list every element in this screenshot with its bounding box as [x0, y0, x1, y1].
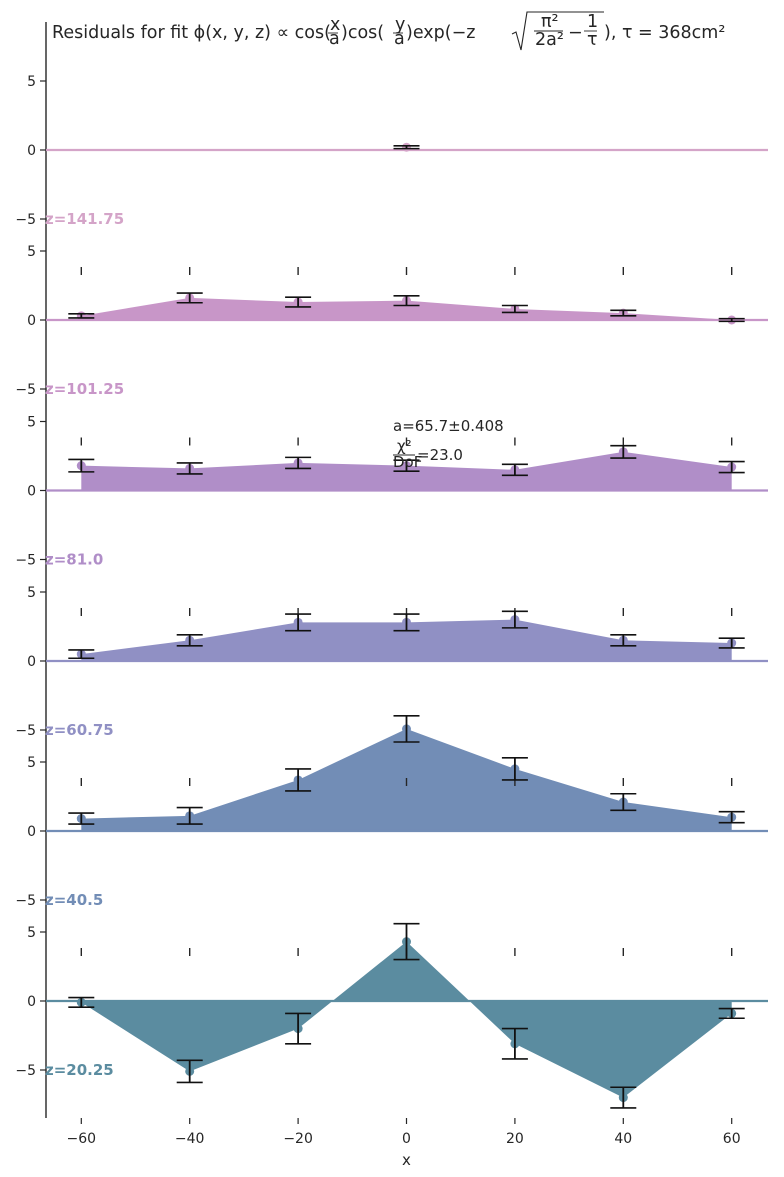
panel-label: z=81.0 — [45, 551, 103, 569]
x-tick-label: 20 — [506, 1131, 524, 1147]
panel-label: z=40.5 — [45, 891, 103, 909]
y-tick-label: 0 — [27, 994, 36, 1010]
y-tick-label: 0 — [27, 313, 36, 329]
title-exp: )exp(−z — [406, 23, 475, 43]
title-pi2: π² — [541, 12, 559, 32]
x-tick-label: −40 — [175, 1131, 205, 1147]
x-tick-label: −60 — [67, 1131, 97, 1147]
chi-squared-numerator: χ² — [397, 437, 412, 455]
title-tau: τ — [587, 30, 598, 50]
y-tick-label: 5 — [27, 74, 36, 90]
x-tick-label: 60 — [723, 1131, 741, 1147]
y-tick-label: 5 — [27, 415, 36, 431]
title-frac-y-num: y — [395, 15, 405, 35]
y-tick-label: 0 — [27, 143, 36, 159]
chi-squared-denominator: DoF — [393, 453, 422, 471]
title-two-a2: 2a² — [535, 30, 564, 50]
y-tick-label: −5 — [15, 382, 36, 398]
y-tick-label: −5 — [15, 893, 36, 909]
title-frac-x-den: a — [329, 29, 340, 49]
y-tick-label: −5 — [15, 553, 36, 569]
residual-area — [81, 619, 732, 661]
title-one: 1 — [587, 12, 598, 32]
chart-title-lead: Residuals for fit ϕ(x, y, z) ∝ cos( — [52, 23, 331, 43]
x-axis-label: x — [402, 1151, 411, 1169]
chart-title-tail: ), τ = 368cm² — [604, 23, 725, 43]
title-sqrt-sign — [511, 11, 604, 51]
x-tick-label: 0 — [402, 1131, 411, 1147]
title-minus: − — [568, 23, 583, 43]
chi-squared-value: =23.0 — [417, 446, 463, 464]
title-frac-y-den: a — [394, 29, 405, 49]
y-tick-label: −5 — [15, 723, 36, 739]
y-tick-label: 5 — [27, 925, 36, 941]
title-cos2: )cos( — [341, 23, 384, 43]
y-tick-label: 0 — [27, 824, 36, 840]
x-tick-label: −20 — [283, 1131, 313, 1147]
panel-label: z=60.75 — [45, 721, 114, 739]
x-tick-label: 40 — [614, 1131, 632, 1147]
y-tick-label: 0 — [27, 484, 36, 500]
y-tick-label: 5 — [27, 585, 36, 601]
y-tick-label: 5 — [27, 244, 36, 260]
y-tick-label: −5 — [15, 1063, 36, 1079]
fit-parameter-annotation: a=65.7±0.408 — [393, 417, 504, 435]
panel-label: z=101.25 — [45, 380, 124, 398]
residual-area — [81, 941, 732, 1098]
panel-label: z=141.75 — [45, 210, 124, 228]
y-tick-label: 5 — [27, 755, 36, 771]
y-tick-label: −5 — [15, 212, 36, 228]
title-frac-x-num: x — [330, 15, 340, 35]
y-tick-label: 0 — [27, 654, 36, 670]
residual-area — [81, 297, 732, 320]
panel-label: z=20.25 — [45, 1061, 114, 1079]
